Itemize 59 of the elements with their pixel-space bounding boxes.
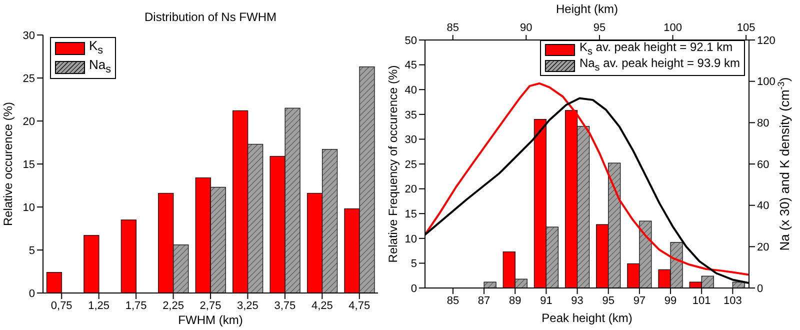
x2-tick-label: 105 bbox=[736, 22, 756, 34]
x-tick-label: 0,75 bbox=[50, 300, 72, 312]
x-tick-label: 1,25 bbox=[88, 300, 110, 312]
x-axis-title: Peak height (km) bbox=[542, 311, 632, 325]
x-tick-label: 1,75 bbox=[125, 300, 147, 312]
x-tick-label: 4,75 bbox=[348, 300, 370, 312]
y2-tick-label: 100 bbox=[757, 76, 776, 88]
legend-label: K$_{s}$ av. peak height = 92.1 km bbox=[579, 40, 733, 58]
y-tick-label: 40 bbox=[404, 84, 417, 97]
y-axis-title: Relative Frequency of occurence (%) bbox=[386, 65, 400, 263]
y-tick-label: 30 bbox=[404, 134, 417, 146]
y-tick-label: 5 bbox=[28, 244, 35, 257]
y-tick-label: 20 bbox=[404, 184, 417, 196]
y-tick-label: 30 bbox=[22, 30, 35, 42]
y-tick-label: 20 bbox=[22, 116, 35, 128]
y-tick-label: 0 bbox=[410, 282, 417, 295]
x2-tick-label: 100 bbox=[664, 22, 682, 34]
legend-label: Na$_{s}$ av. peak height = 93.9 km bbox=[579, 56, 740, 76]
y2-tick-label: 40 bbox=[757, 200, 770, 212]
x-tick-label: 99 bbox=[664, 294, 677, 307]
y-tick-label: 5 bbox=[410, 258, 417, 270]
y2-tick-label: 120 bbox=[757, 34, 776, 47]
y-axis-title: Relative occurence (%) bbox=[1, 102, 15, 226]
x-tick-label: 3,75 bbox=[274, 300, 296, 312]
x-tick-label: 85 bbox=[446, 294, 460, 307]
y-tick-label: 45 bbox=[404, 60, 417, 72]
chart-title: Distribution of Ns FWHM bbox=[143, 10, 278, 24]
x2-tick-label: 85 bbox=[446, 22, 459, 34]
x2-axis-title: Height (km) bbox=[556, 2, 618, 16]
y2-tick-label: 0 bbox=[757, 282, 764, 295]
y-tick-label: 15 bbox=[22, 158, 35, 171]
legend-label: K$_{s}$ bbox=[89, 38, 104, 57]
x-tick-label: 2,25 bbox=[162, 300, 184, 312]
y-tick-label: 35 bbox=[404, 109, 417, 122]
y2-tick-label: 60 bbox=[757, 158, 770, 171]
x2-tick-label: 95 bbox=[593, 22, 606, 34]
y-tick-label: 10 bbox=[22, 202, 35, 214]
x-axis-title: FWHM (km) bbox=[178, 313, 243, 327]
y2-tick-label: 20 bbox=[757, 242, 770, 254]
y-tick-label: 25 bbox=[404, 158, 417, 171]
legend-label: Na$_{s}$ bbox=[89, 56, 112, 78]
x-tick-label: 95 bbox=[602, 294, 614, 307]
x-tick-label: 3,25 bbox=[237, 300, 258, 312]
x2-tick-label: 90 bbox=[520, 22, 532, 34]
x-tick-label: 91 bbox=[540, 294, 552, 307]
x-tick-label: 103 bbox=[724, 294, 742, 307]
y-tick-label: 15 bbox=[404, 208, 417, 221]
y-tick-label: 10 bbox=[404, 233, 417, 246]
x-tick-label: 93 bbox=[571, 294, 584, 307]
y-tick-label: 50 bbox=[404, 34, 417, 47]
x-tick-label: 2,75 bbox=[200, 300, 222, 312]
y-tick-label: 0 bbox=[28, 288, 35, 300]
y-tick-label: 25 bbox=[22, 72, 35, 85]
x-tick-label: 97 bbox=[633, 294, 646, 307]
y2-tick-label: 80 bbox=[757, 118, 770, 130]
x-tick-label: 87 bbox=[478, 294, 490, 307]
x-tick-label: 101 bbox=[692, 294, 711, 307]
x-tick-label: 4,25 bbox=[311, 300, 333, 312]
x-tick-label: 89 bbox=[509, 294, 522, 307]
